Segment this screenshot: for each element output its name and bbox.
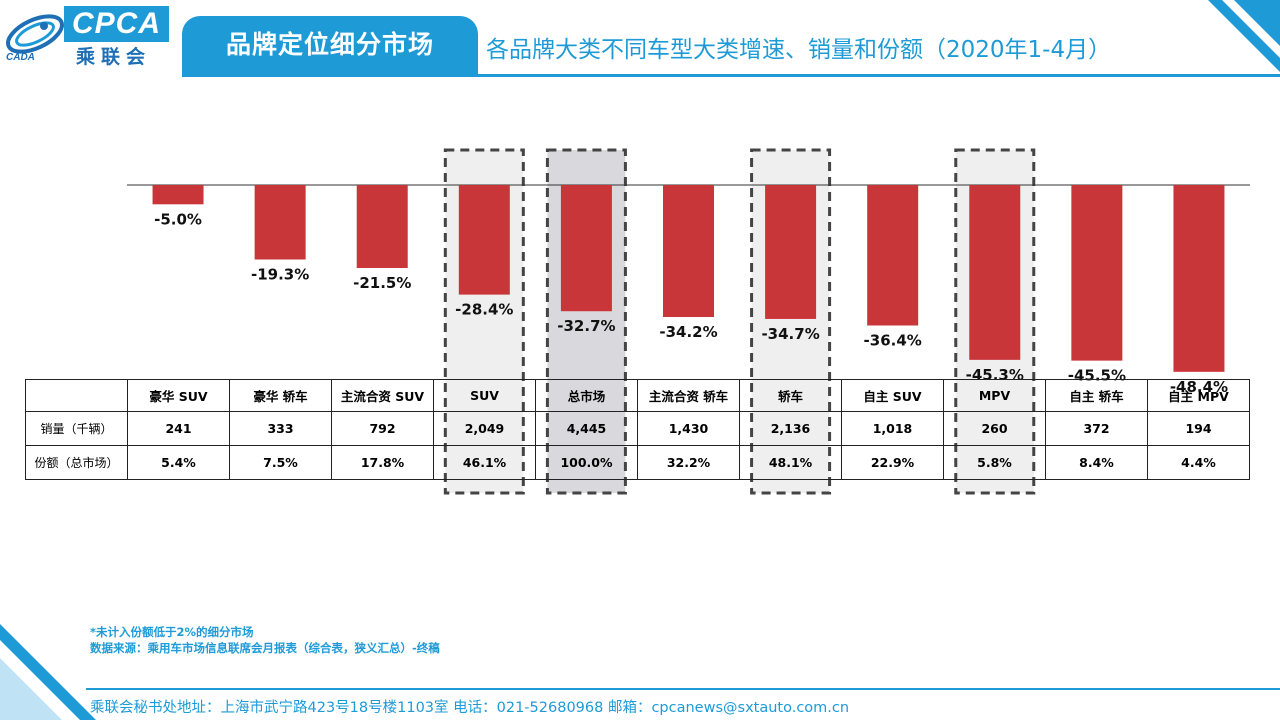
page-title: 品牌定位细分市场	[182, 16, 478, 74]
corner-decoration-top-right-inner	[1234, 0, 1280, 46]
data-label: -5.0%	[154, 210, 202, 228]
table-cell-share: 8.4%	[1045, 445, 1148, 480]
logo-small-text: CADA	[6, 52, 35, 63]
table-header-cell: 自主 SUV	[841, 379, 944, 412]
bar	[458, 185, 510, 295]
table-cell-share: 46.1%	[433, 445, 536, 480]
footer-divider	[86, 688, 1280, 690]
table-cell-share: 5.4%	[127, 445, 230, 480]
bar	[254, 185, 306, 260]
bar	[1173, 185, 1225, 372]
corner-decoration-bottom-left-inner	[0, 658, 62, 720]
table-cell-share: 22.9%	[841, 445, 944, 480]
bar	[765, 185, 817, 319]
footnote-line-1: *未计入份额低于2%的细分市场	[90, 625, 254, 639]
table-cell-sales: 372	[1045, 411, 1148, 446]
table-cell-share: 5.8%	[943, 445, 1046, 480]
table-row-share: 份额（总市场） 5.4% 7.5% 17.8% 46.1% 100.0% 32.2% 48.…	[25, 445, 1250, 480]
table-cell-sales: 2,136	[739, 411, 842, 446]
table-row-sales: 销量（千辆） 241 333 792 2,049 4,445 1,430 2,136 1,01…	[25, 411, 1250, 446]
title-underline	[182, 74, 1280, 77]
data-label: -36.4%	[864, 332, 922, 350]
bar	[356, 185, 408, 268]
data-table: 豪华 SUV 豪华 轿车 主流合资 SUV SUV 总市场 主流合资 轿车 轿车 自主 SUV…	[25, 379, 1250, 480]
table-cell-sales: 4,445	[535, 411, 638, 446]
footnote-source: 数据来源：乘用车市场信息联席会月报表（综合表，狭义汇总）-终稿	[90, 641, 440, 655]
table-corner-cell	[25, 379, 128, 412]
data-label: -19.3%	[251, 265, 309, 283]
data-label: -32.7%	[557, 317, 615, 335]
table-cell-sales: 1,018	[841, 411, 944, 446]
table-cell-sales: 792	[331, 411, 434, 446]
table-header-cell: 轿车	[739, 379, 842, 412]
table-header-cell: 自主 轿车	[1045, 379, 1148, 412]
table-cell-sales: 194	[1147, 411, 1250, 446]
table-header-cell: 自主 MPV	[1147, 379, 1250, 412]
page-subtitle: 各品牌大类不同车型大类增速、销量和份额（2020年1-4月）	[486, 37, 1112, 63]
logo-swirl-icon	[6, 14, 64, 54]
table-header-cell: 总市场	[535, 379, 638, 412]
table-header-cell: MPV	[943, 379, 1046, 412]
footer-contact: 乘联会秘书处地址：上海市武宁路423号18号楼1103室 电话：021-5268…	[90, 700, 850, 716]
bar	[969, 185, 1021, 360]
row-label-sales: 销量（千辆）	[25, 411, 128, 446]
table-cell-share: 7.5%	[229, 445, 332, 480]
table-header-cell: SUV	[433, 379, 536, 412]
table-header-cell: 豪华 轿车	[229, 379, 332, 412]
table-cell-sales: 1,430	[637, 411, 740, 446]
table-header-cell: 主流合资 SUV	[331, 379, 434, 412]
row-label-share: 份额（总市场）	[25, 445, 128, 480]
table-header-cell: 主流合资 轿车	[637, 379, 740, 412]
data-label: -21.5%	[353, 274, 411, 292]
table-cell-sales: 333	[229, 411, 332, 446]
table-cell-share: 32.2%	[637, 445, 740, 480]
data-label: -34.7%	[761, 325, 819, 343]
footnote: *未计入份额低于2%的细分市场 数据来源：乘用车市场信息联席会月报表（综合表，狭…	[90, 624, 440, 656]
bar	[663, 185, 714, 318]
table-cell-sales: 2,049	[433, 411, 536, 446]
data-label: -34.2%	[659, 323, 717, 341]
table-header-cell: 豪华 SUV	[127, 379, 230, 412]
table-cell-share: 48.1%	[739, 445, 842, 480]
logo-chinese-text: 乘联会	[76, 46, 152, 68]
data-label: -28.4%	[455, 301, 513, 319]
logo-text: CPCA	[64, 6, 170, 42]
table-cell-share: 100.0%	[535, 445, 638, 480]
bar	[560, 185, 612, 312]
table-cell-sales: 241	[127, 411, 230, 446]
cpca-logo: CPCA 乘联会 CADA	[2, 4, 180, 68]
table-cell-sales: 260	[943, 411, 1046, 446]
bar	[1071, 185, 1123, 361]
table-cell-share: 17.8%	[331, 445, 434, 480]
bar	[867, 185, 919, 326]
table-header-row: 豪华 SUV 豪华 轿车 主流合资 SUV SUV 总市场 主流合资 轿车 轿车 自主 SUV…	[25, 379, 1250, 412]
bar	[152, 185, 204, 205]
table-cell-share: 4.4%	[1147, 445, 1250, 480]
